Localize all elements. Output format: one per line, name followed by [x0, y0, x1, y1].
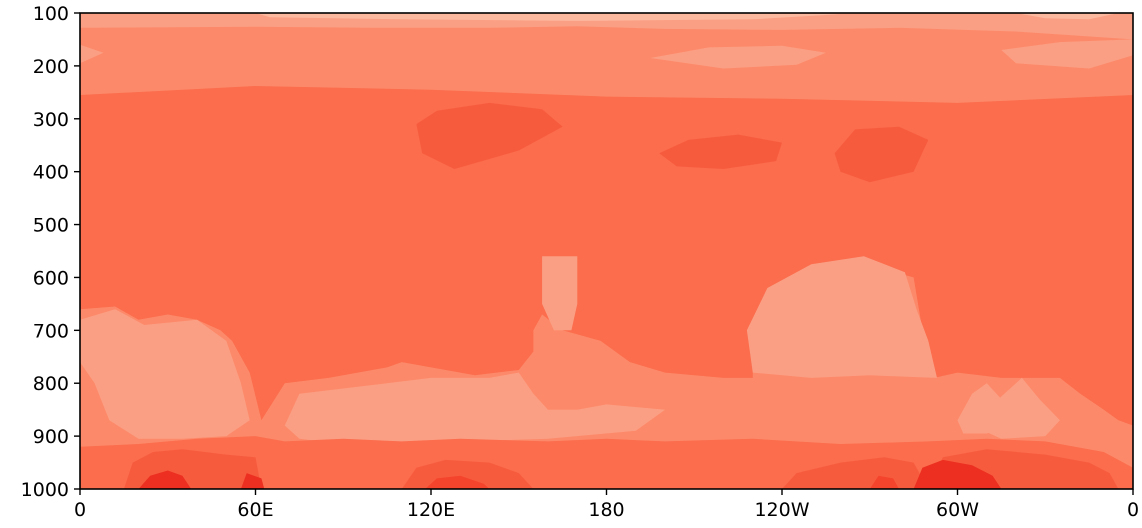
contour-region-surface-core-2: [240, 473, 265, 489]
contour-region-surface-core-1: [138, 470, 192, 489]
x-tick-label: 60E: [237, 499, 273, 521]
y-tick-label: 700: [33, 320, 69, 342]
contour-region-upper-cell-3: [834, 126, 929, 183]
y-tick-label: 300: [33, 109, 69, 131]
y-tick-label: 400: [33, 162, 69, 184]
contour-region-lower-lobe-2: [284, 372, 665, 444]
x-axis: 0 60E 120E 180 120W 60W 0: [74, 489, 1139, 521]
contour-region-lower-lobe-1: [80, 309, 250, 439]
y-tick-label: 900: [33, 426, 69, 448]
contour-region-upper-lens-1: [650, 45, 826, 69]
x-tick-label: 120W: [754, 499, 809, 521]
contour-region-lower-lobe-4: [972, 377, 1060, 439]
y-tick-label: 100: [33, 3, 69, 25]
contour-region-surface-core-4: [913, 459, 1002, 489]
contour-region-upper-band-2: [80, 13, 1133, 40]
y-tick-label: 1000: [21, 479, 69, 501]
contour-regions: [80, 13, 1133, 489]
contour-region-upper-lens-2: [1001, 39, 1133, 69]
x-tick-label: 60W: [936, 499, 979, 521]
contour-region-upper-cell-1: [416, 102, 563, 169]
contour-region-top-strip-2: [1016, 13, 1119, 20]
contour-region-upper-cell-2: [659, 134, 782, 169]
y-tick-label: 800: [33, 373, 69, 395]
x-tick-label: 0: [74, 499, 86, 521]
contour-region-upper-band: [80, 13, 1133, 103]
x-tick-label: 120E: [407, 499, 455, 521]
contour-region-middle-lobe: [746, 256, 937, 378]
contour-region-surface-core-5: [869, 475, 899, 489]
contour-region-upper-lens-3: [80, 44, 104, 64]
y-tick-label: 200: [33, 56, 69, 78]
y-axis: 100 200 300 400 500 600 700 800 900 1000: [21, 3, 80, 501]
x-tick-label: 180: [588, 499, 624, 521]
y-tick-label: 500: [33, 215, 69, 237]
contour-region-top-strip: [255, 13, 841, 21]
x-tick-label: 0: [1127, 499, 1139, 521]
contour-region-surface-core-3: [425, 475, 490, 489]
y-tick-label: 600: [33, 267, 69, 289]
contour-region-middle-lobe-2: [542, 256, 578, 331]
